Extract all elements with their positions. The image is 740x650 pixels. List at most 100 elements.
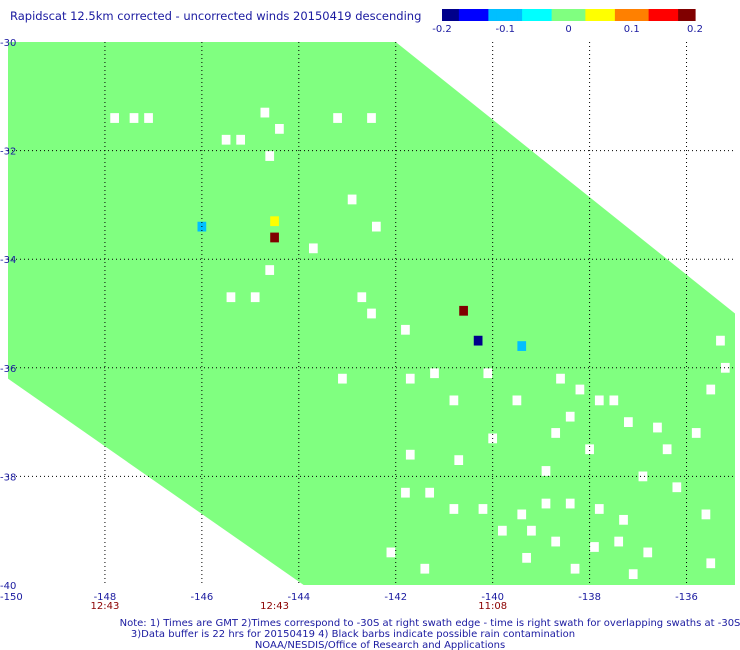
colorbar-step-59	[690, 9, 696, 21]
y-tick-4: -38	[0, 472, 16, 483]
missing-cell-35	[585, 444, 594, 455]
colorbar-step-57	[682, 9, 688, 21]
missing-cell-53	[594, 504, 604, 514]
x-tick-7: -136	[675, 592, 698, 603]
missing-cell-46	[401, 487, 410, 498]
missing-cell-60	[643, 547, 653, 558]
missing-cell-47	[425, 487, 435, 498]
missing-cell-30	[624, 417, 633, 427]
missing-cell-19	[430, 368, 439, 379]
chart-title: Rapidscat 12.5km corrected - uncorrected…	[10, 9, 421, 23]
missing-cell-16	[357, 292, 367, 303]
colorbar-step-49	[648, 9, 654, 21]
missing-cell-20	[483, 368, 493, 379]
y-tick-5: -40	[0, 581, 16, 592]
colorbar-step-12	[492, 9, 498, 21]
missing-cell-44	[701, 509, 711, 520]
missing-cell-8	[275, 123, 284, 134]
x-tick-2: -146	[191, 592, 214, 603]
colorbar-step-44	[627, 9, 633, 21]
x-tick-5: -140	[481, 592, 504, 603]
missing-cell-58	[590, 542, 599, 552]
missing-cell-36	[653, 422, 662, 433]
colorbar-step-27	[555, 9, 561, 21]
note-line-2: 3)Data buffer is 22 hrs for 20150419 4) …	[131, 629, 575, 640]
missing-cell-65	[386, 547, 396, 558]
colorbar-tick-2: 0	[565, 24, 571, 35]
missing-cell-3	[260, 107, 270, 118]
missing-cell-66	[420, 563, 430, 574]
colorbar-step-43	[623, 9, 629, 21]
x-tick-6: -138	[578, 592, 601, 603]
colorbar-ticks: -0.2 -0.1 0 0.1 0.2	[432, 24, 703, 35]
missing-cell-0	[110, 113, 119, 123]
colorbar-step-34	[585, 9, 591, 21]
missing-cell-6	[221, 134, 231, 145]
missing-cell-1	[129, 113, 139, 123]
data-cell-5	[517, 341, 527, 351]
colorbar-step-36	[593, 9, 599, 21]
colorbar-step-24	[543, 9, 549, 21]
missing-cell-22	[405, 373, 415, 384]
missing-cell-28	[609, 395, 619, 406]
colorbar-step-41	[614, 9, 620, 21]
note-line-1: Note: 1) Times are GMT 2)Times correspon…	[120, 618, 740, 629]
missing-cell-11	[371, 221, 381, 232]
colorbar-step-9	[479, 9, 485, 21]
missing-cell-33	[454, 455, 464, 465]
missing-cell-29	[565, 411, 575, 422]
colorbar-step-38	[602, 9, 608, 21]
missing-cell-38	[541, 466, 551, 476]
colorbar-step-16	[509, 9, 515, 21]
plot-area	[8, 42, 735, 585]
colorbar-step-3	[454, 9, 460, 21]
colorbar-tick-1: -0.1	[495, 24, 515, 35]
colorbar-step-56	[678, 9, 683, 21]
colorbar-step-6	[467, 9, 473, 21]
missing-cell-26	[575, 384, 585, 395]
missing-cell-42	[720, 362, 730, 373]
colorbar-step-21	[530, 9, 536, 21]
missing-cell-23	[449, 395, 459, 406]
missing-cell-32	[405, 449, 415, 460]
missing-cell-25	[556, 373, 565, 384]
colorbar-step-1	[446, 9, 452, 21]
colorbar-step-58	[686, 9, 692, 21]
missing-data-cells	[110, 107, 730, 580]
missing-cell-10	[308, 243, 318, 254]
colorbar-step-15	[505, 9, 511, 21]
missing-cell-43	[716, 335, 725, 346]
colorbar-step-7	[471, 9, 477, 21]
colorbar-step-48	[644, 9, 650, 21]
y-tick-3: -36	[0, 364, 16, 375]
missing-cell-51	[541, 498, 551, 509]
y-tick-2: -34	[0, 255, 16, 266]
missing-cell-64	[706, 558, 716, 569]
missing-cell-40	[691, 428, 701, 438]
colorbar-step-32	[576, 9, 582, 21]
missing-cell-48	[449, 504, 459, 514]
missing-cell-59	[614, 536, 624, 547]
missing-cell-2	[144, 113, 153, 123]
colorbar-step-35	[589, 9, 595, 21]
colorbar-step-20	[526, 9, 532, 21]
missing-cell-37	[662, 444, 672, 455]
missing-cell-7	[236, 134, 246, 145]
x-tick-4: -142	[384, 592, 407, 603]
missing-cell-24	[512, 395, 522, 406]
note-line-3: NOAA/NESDIS/Office of Research and Appli…	[255, 640, 505, 650]
colorbar-step-42	[619, 9, 624, 21]
data-cell-0	[270, 216, 279, 227]
missing-cell-56	[527, 525, 536, 536]
missing-cell-15	[226, 292, 236, 303]
colorbar-step-13	[496, 9, 502, 21]
colorbar-step-39	[606, 9, 612, 21]
colorbar-step-45	[631, 9, 637, 21]
missing-cell-61	[522, 552, 531, 563]
missing-cell-17	[367, 308, 376, 319]
missing-cell-27	[594, 395, 604, 406]
missing-cell-41	[706, 384, 716, 395]
colorbar-step-19	[522, 9, 527, 21]
missing-cell-5	[367, 113, 376, 123]
